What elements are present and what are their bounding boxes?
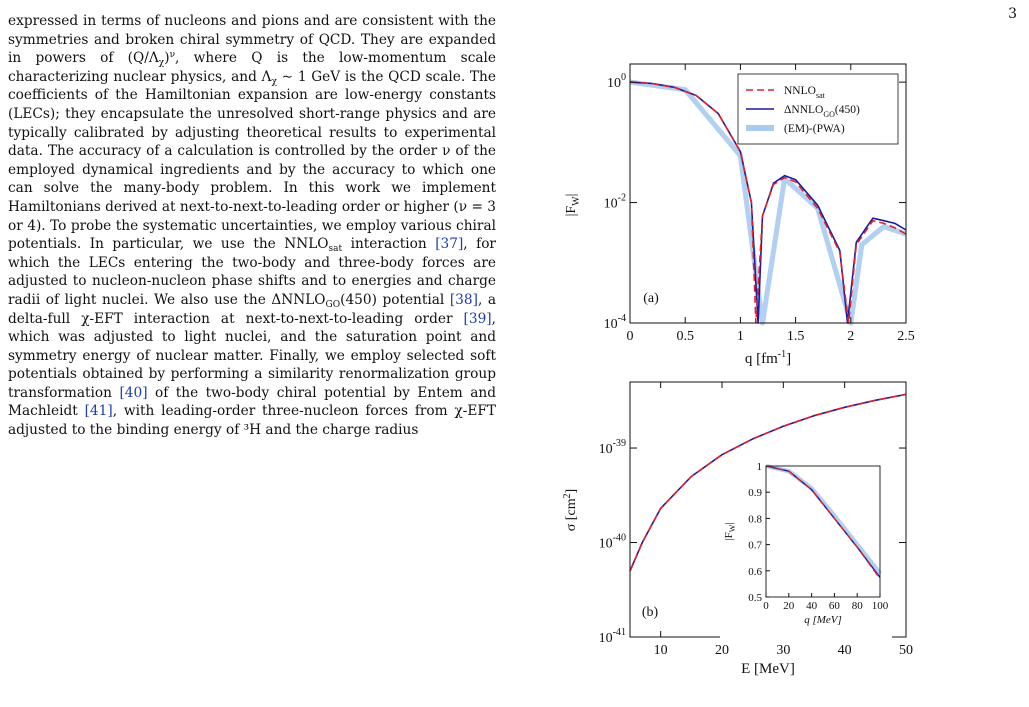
citation-link[interactable]: [40]	[119, 384, 148, 401]
x-tick-label: 1	[737, 329, 744, 344]
y-tick-label: 10-41	[599, 627, 626, 646]
x-tick-label: 0	[627, 329, 634, 344]
series-line	[629, 393, 907, 572]
citation-link[interactable]: [37]	[435, 236, 464, 253]
panel-label: (a)	[643, 291, 659, 306]
inset-frame	[765, 465, 881, 598]
x-tick-label: 40	[806, 600, 818, 612]
x-tick-label: 40	[838, 643, 852, 658]
x-tick-label: 10	[654, 643, 668, 658]
x-tick-label: 60	[829, 600, 841, 612]
page-number: 3	[1008, 6, 1017, 22]
y-tick-label: 0.8	[748, 513, 762, 525]
y-tick-label: 10-4	[604, 313, 626, 332]
x-axis-label: E [MeV]	[741, 661, 795, 677]
x-tick-label: 20	[783, 600, 795, 612]
y-tick-label: 1	[757, 461, 763, 473]
legend-label: ΔNNLOGO(450)	[784, 104, 860, 119]
citation-link[interactable]: [38]	[449, 291, 478, 308]
x-tick-label: 0	[763, 600, 769, 612]
y-tick-label: 0.9	[748, 487, 762, 499]
body-paragraph: expressed in terms of nucleons and pions…	[8, 13, 497, 439]
x-tick-label: 50	[899, 643, 913, 658]
series-line	[629, 79, 907, 326]
x-axis-label: q [MeV]	[804, 614, 842, 626]
citation-link[interactable]: [39]	[463, 310, 492, 327]
x-tick-label: 2.5	[897, 329, 915, 344]
legend-label: (EM)-(PWA)	[784, 123, 845, 135]
y-axis-label: |FW|	[564, 194, 582, 217]
citation-link[interactable]: [41]	[84, 403, 113, 420]
x-tick-label: 100	[872, 600, 889, 612]
x-tick-label: 30	[776, 643, 790, 658]
x-tick-label: 80	[852, 600, 864, 612]
x-tick-label: 2	[847, 329, 854, 344]
x-tick-label: 20	[715, 643, 729, 658]
y-tick-label: 10-39	[599, 438, 626, 457]
chart-panel-a: 0 0.5 1 1.5 2 2.5 100 10-2 10-4 (a) q [fm-1] |FW| NN…	[564, 63, 915, 367]
x-tick-label: 0.5	[676, 329, 694, 344]
y-tick-label: 100	[607, 72, 626, 91]
panel-label: (b)	[642, 605, 659, 620]
body-text-column: expressed in terms of nucleons and pions…	[8, 12, 496, 440]
series-line	[629, 81, 907, 324]
legend: NNLOsat ΔNNLOGO(450) (EM)-(PWA)	[737, 73, 899, 145]
x-axis-label: q [fm-1]	[745, 349, 791, 367]
y-tick-label: 10-40	[599, 533, 626, 552]
y-tick-label: 0.7	[748, 540, 762, 552]
x-tick-label: 1.5	[787, 329, 805, 344]
y-tick-label: 10-2	[604, 193, 626, 212]
plot-frame	[629, 63, 907, 324]
legend-label: NNLOsat	[784, 85, 826, 100]
y-axis-label: σ [cm2]	[562, 489, 579, 531]
y-tick-label: 0.6	[748, 566, 762, 578]
y-tick-label: 0.5	[748, 592, 762, 604]
series-line	[765, 465, 881, 580]
